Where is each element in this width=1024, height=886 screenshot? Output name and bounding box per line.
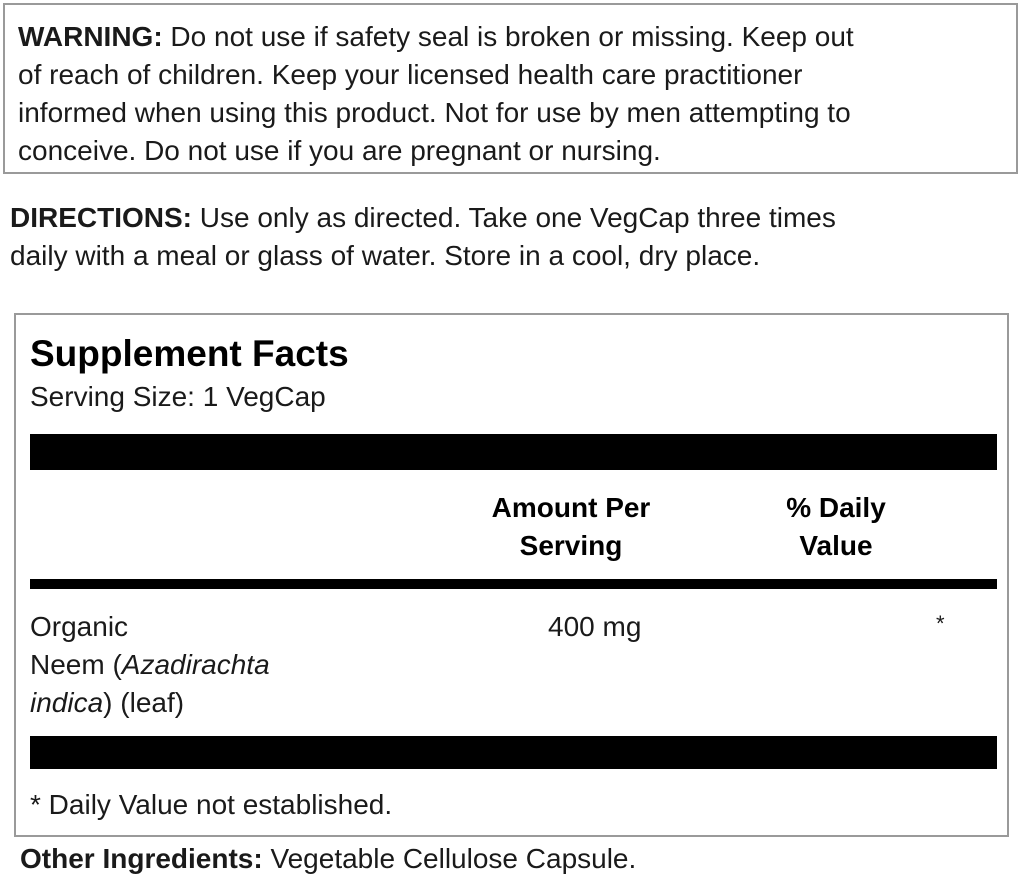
supplement-facts-panel: Supplement Facts Serving Size: 1 VegCap … <box>14 313 1009 837</box>
amount-header-line: Serving <box>519 530 623 561</box>
ingredient-name: Organic Neem (Azadirachta indica) (leaf) <box>30 608 270 722</box>
warning-box: WARNING: Do not use if safety seal is br… <box>3 3 1018 174</box>
ingredient-latin: Azadirachta <box>121 649 270 680</box>
directions-line: daily with a meal or glass of water. Sto… <box>10 240 761 271</box>
other-ingredients-value: Vegetable Cellulose Capsule. <box>262 843 637 874</box>
amount-header-line: Amount Per <box>491 492 651 523</box>
warning-line: of reach of children. Keep your licensed… <box>18 59 803 90</box>
ingredient-line: Neem (Azadirachta <box>30 646 270 684</box>
thick-divider <box>30 434 997 470</box>
dv-header-line: % Daily <box>786 492 886 523</box>
ingredient-latin: indica <box>30 687 104 718</box>
ingredient-common: Neem ( <box>30 649 122 680</box>
ingredient-amount: 400 mg <box>548 611 642 642</box>
directions-line: DIRECTIONS: Use only as directed. Take o… <box>10 199 836 237</box>
other-ingredients: Other Ingredients: Vegetable Cellulose C… <box>20 843 636 875</box>
directions-label: DIRECTIONS: <box>10 202 192 233</box>
ingredient-part: ) (leaf) <box>103 687 185 718</box>
ingredient-dv: * <box>936 611 945 636</box>
warning-text: Do not use if safety seal is broken or m… <box>162 21 854 52</box>
daily-value-header: % Daily Value <box>756 489 916 565</box>
serving-size: Serving Size: 1 VegCap <box>30 381 326 412</box>
other-ingredients-label: Other Ingredients: <box>20 843 263 874</box>
directions-text: Use only as directed. Take one VegCap th… <box>192 202 836 233</box>
amount-header: Amount Per Serving <box>446 489 696 565</box>
ingredient-line: Organic <box>30 611 129 642</box>
warning-label: WARNING: <box>18 21 163 52</box>
dv-header-line: Value <box>799 530 873 561</box>
medium-divider <box>30 579 997 589</box>
facts-title: Supplement Facts <box>30 333 349 374</box>
warning-line: informed when using this product. Not fo… <box>18 97 851 128</box>
warning-line: conceive. Do not use if you are pregnant… <box>18 135 661 166</box>
directions: DIRECTIONS: Use only as directed. Take o… <box>10 199 836 275</box>
ingredient-line: indica) (leaf) <box>30 684 270 722</box>
warning-line: WARNING: Do not use if safety seal is br… <box>18 18 1016 56</box>
thick-divider <box>30 736 997 769</box>
footnote: * Daily Value not established. <box>30 789 393 820</box>
